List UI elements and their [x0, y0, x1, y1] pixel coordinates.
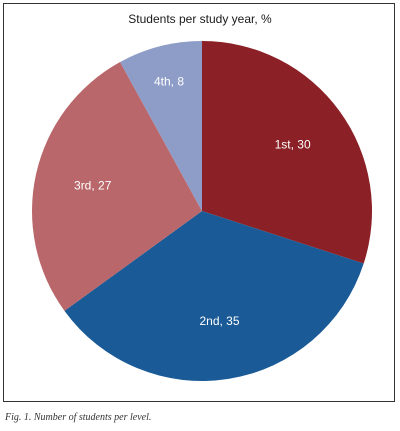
figure-caption: Fig. 1. Number of students per level.: [5, 412, 152, 423]
pie-slice-1st: [202, 41, 372, 264]
pie-label-4th: 4th, 8: [154, 75, 184, 89]
pie-slice-4th: [120, 41, 202, 211]
pie-label-3rd: 3rd, 27: [74, 179, 112, 193]
chart-title: Students per study year, %: [128, 12, 272, 26]
pie-slice-3rd: [31, 62, 202, 311]
pie-slice-2nd: [64, 211, 364, 381]
pie-label-1st: 1st, 30: [275, 137, 311, 151]
pie-label-2nd: 2nd, 35: [199, 314, 239, 328]
